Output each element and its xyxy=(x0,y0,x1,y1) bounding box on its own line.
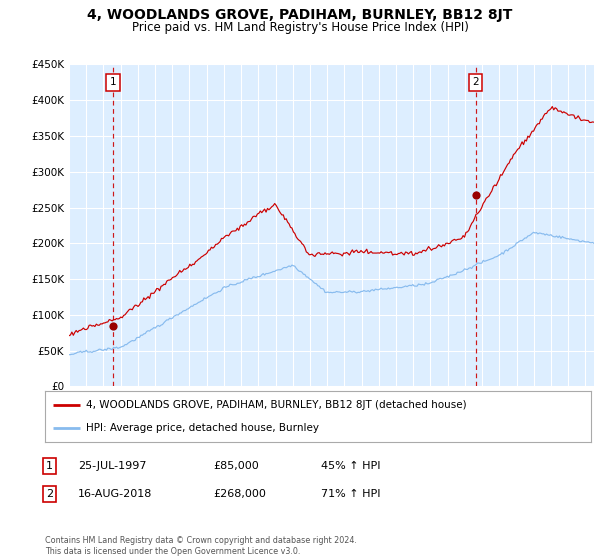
Text: 2: 2 xyxy=(472,77,479,87)
Text: £85,000: £85,000 xyxy=(213,461,259,471)
Text: £268,000: £268,000 xyxy=(213,489,266,499)
Text: 16-AUG-2018: 16-AUG-2018 xyxy=(78,489,152,499)
Text: HPI: Average price, detached house, Burnley: HPI: Average price, detached house, Burn… xyxy=(86,423,319,433)
Text: 71% ↑ HPI: 71% ↑ HPI xyxy=(321,489,380,499)
Text: 2: 2 xyxy=(46,489,53,499)
Text: 45% ↑ HPI: 45% ↑ HPI xyxy=(321,461,380,471)
Text: 4, WOODLANDS GROVE, PADIHAM, BURNLEY, BB12 8JT (detached house): 4, WOODLANDS GROVE, PADIHAM, BURNLEY, BB… xyxy=(86,400,467,410)
Point xyxy=(471,190,481,199)
Text: 1: 1 xyxy=(46,461,53,471)
Text: Contains HM Land Registry data © Crown copyright and database right 2024.
This d: Contains HM Land Registry data © Crown c… xyxy=(45,536,357,556)
Text: 1: 1 xyxy=(110,77,116,87)
Text: Price paid vs. HM Land Registry's House Price Index (HPI): Price paid vs. HM Land Registry's House … xyxy=(131,21,469,34)
Text: 25-JUL-1997: 25-JUL-1997 xyxy=(78,461,146,471)
Text: 4, WOODLANDS GROVE, PADIHAM, BURNLEY, BB12 8JT: 4, WOODLANDS GROVE, PADIHAM, BURNLEY, BB… xyxy=(88,8,512,22)
Point xyxy=(108,321,118,330)
